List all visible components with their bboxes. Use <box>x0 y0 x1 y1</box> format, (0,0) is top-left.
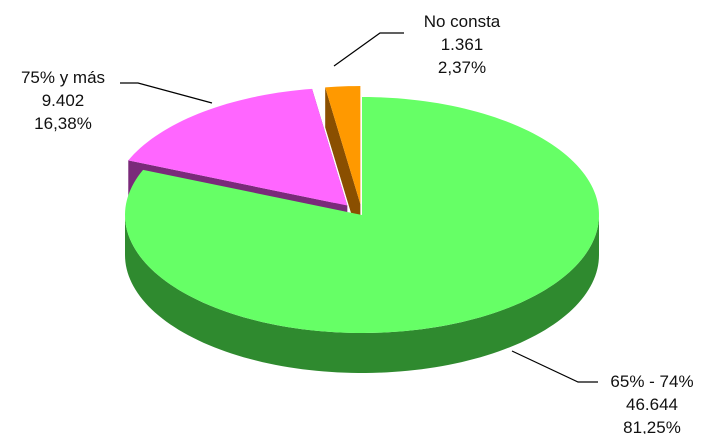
slice-label-75-y-mas: 75% y más <box>21 68 105 87</box>
pie-slice-75-y-mas <box>128 88 348 206</box>
slice-percent-no-consta: 2,37% <box>438 58 486 77</box>
pie-cut-face-no-consta-0 <box>325 87 361 245</box>
pie-slice-65-74 <box>125 97 599 333</box>
pie-top-layer <box>125 86 599 333</box>
slice-percent-75-y-mas: 16,38% <box>34 114 92 133</box>
pie-slice-no-consta <box>325 86 361 205</box>
leader-line-75-y-mas <box>120 82 213 104</box>
slice-value-no-consta: 1.361 <box>441 35 484 54</box>
leader-line-no-consta <box>333 32 404 67</box>
slice-value-65-74: 46.644 <box>626 395 678 414</box>
slice-percent-65-74: 81,25% <box>623 418 681 434</box>
slice-label-no-consta: No consta <box>424 12 501 31</box>
slice-value-75-y-mas: 9.402 <box>42 91 85 110</box>
pie-side-65-74 <box>125 215 599 373</box>
slice-label-65-74: 65% - 74% <box>610 372 693 391</box>
leader-line-65-74 <box>511 350 598 383</box>
